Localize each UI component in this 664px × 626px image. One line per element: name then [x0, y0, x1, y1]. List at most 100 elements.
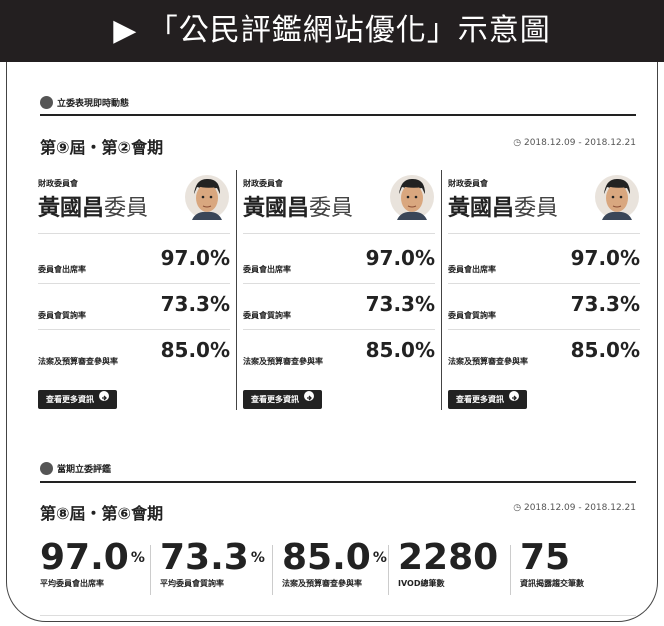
- metric-label: 委員會出席率: [448, 264, 496, 275]
- header-title: ▶ 「公民評鑑網站優化」示意圖: [0, 0, 664, 62]
- member-name: 黃國昌委員: [243, 190, 353, 222]
- metric-value: 85.0%: [366, 338, 435, 362]
- member-name-text: 黃國昌: [243, 196, 309, 221]
- card-divider: [441, 170, 442, 410]
- member-suffix: 委員: [309, 196, 353, 221]
- member-name-text: 黃國昌: [38, 196, 104, 221]
- session: 第⑨屆・第②會期: [40, 134, 163, 158]
- metric-label: 法案及預算審查參與率: [448, 356, 528, 367]
- stat: 85.0% 法案及預算審查參與率: [282, 540, 387, 589]
- stat-unit: %: [251, 550, 265, 566]
- stat-divider: [150, 545, 151, 595]
- avatar-wrap: [594, 174, 640, 224]
- date: ◷ 2018.12.09 - 2018.12.21: [513, 503, 636, 513]
- stat-value: 85.0%: [282, 540, 387, 576]
- stat-value: 75: [520, 540, 584, 576]
- metric-value: 85.0%: [571, 338, 640, 362]
- metric-value: 73.3%: [161, 292, 230, 316]
- stat-number: 85.0: [282, 537, 371, 578]
- arrow: [304, 393, 314, 403]
- separator: [38, 283, 230, 284]
- avatar: [184, 174, 230, 220]
- separator: [448, 233, 640, 234]
- stat-value: 73.3%: [160, 540, 265, 576]
- section-title-text: 立委表現即時動態: [57, 96, 129, 109]
- stat: 2280 IVOD總筆數: [398, 540, 498, 589]
- metric-label: 法案及預算審查參與率: [243, 356, 323, 367]
- metric-label: 委員會出席率: [243, 264, 291, 275]
- metric-value: 73.3%: [571, 292, 640, 316]
- page: ▶ 「公民評鑑網站優化」示意圖 立委表現即時動態 第⑨屆・第②會期 ◷ 2018…: [0, 0, 664, 626]
- stat-unit: %: [373, 550, 387, 566]
- stat-label: 平均委員會出席率: [40, 578, 145, 589]
- separator: [243, 329, 435, 330]
- card: 財政委員會黃國昌委員97.0%委員會出席率73.3%委員會質詢率85.0%法案及…: [38, 170, 230, 410]
- metric-value: 85.0%: [161, 338, 230, 362]
- metric-label: 委員會質詢率: [448, 310, 496, 321]
- committee: 財政委員會: [448, 178, 488, 189]
- committee: 財政委員會: [243, 178, 283, 189]
- member-name-text: 黃國昌: [448, 196, 514, 221]
- more-button-text: 查看更多資訊: [251, 395, 299, 404]
- stat-divider: [388, 545, 389, 595]
- section-rule: [40, 481, 636, 483]
- separator: [38, 233, 230, 234]
- metric-label: 委員會出席率: [38, 264, 86, 275]
- date-text: 2018.12.09 - 2018.12.21: [524, 138, 636, 148]
- session: 第⑧屆・第⑥會期: [40, 500, 163, 524]
- arrow: [509, 393, 519, 403]
- more-button[interactable]: 查看更多資訊: [38, 390, 117, 409]
- metric-label: 委員會質詢率: [38, 310, 86, 321]
- stat-value: 97.0%: [40, 540, 145, 576]
- section-rule: [40, 114, 636, 116]
- stat-divider: [510, 545, 511, 595]
- section-title-text: 當期立委評鑑: [57, 462, 111, 475]
- separator: [243, 283, 435, 284]
- more-button-text: 查看更多資訊: [46, 395, 94, 404]
- arrow-icon: [304, 391, 314, 401]
- member-name: 黃國昌委員: [38, 190, 148, 222]
- date-text: 2018.12.09 - 2018.12.21: [524, 503, 636, 513]
- separator: [448, 329, 640, 330]
- card-divider: [236, 170, 237, 410]
- stat: 73.3% 平均委員會質詢率: [160, 540, 265, 589]
- stat-divider: [272, 545, 273, 595]
- separator: [38, 329, 230, 330]
- stat-number: 2280: [398, 537, 498, 578]
- avatar-wrap: [184, 174, 230, 224]
- more-button[interactable]: 查看更多資訊: [243, 390, 322, 409]
- stat-number: 75: [520, 537, 570, 578]
- stat-number: 97.0: [40, 537, 129, 578]
- stat-unit: %: [131, 550, 145, 566]
- metric-value: 97.0%: [366, 246, 435, 270]
- separator: [448, 283, 640, 284]
- member-suffix: 委員: [514, 196, 558, 221]
- avatar-wrap: [389, 174, 435, 224]
- stat-value: 2280: [398, 540, 498, 576]
- arrow: [99, 393, 109, 403]
- more-button[interactable]: 查看更多資訊: [448, 390, 527, 409]
- bottom-rule: [40, 615, 636, 616]
- metric-value: 97.0%: [571, 246, 640, 270]
- separator: [243, 233, 435, 234]
- stat-label: IVOD總筆數: [398, 578, 498, 589]
- metric-value: 97.0%: [161, 246, 230, 270]
- metric-value: 73.3%: [366, 292, 435, 316]
- avatar: [389, 174, 435, 220]
- stat-label: 法案及預算審查參與率: [282, 578, 387, 589]
- stat-label: 平均委員會質詢率: [160, 578, 265, 589]
- date: ◷ 2018.12.09 - 2018.12.21: [513, 138, 636, 148]
- stat: 97.0% 平均委員會出席率: [40, 540, 145, 589]
- section-title: 當期立委評鑑: [40, 462, 111, 475]
- member-name: 黃國昌委員: [448, 190, 558, 222]
- avatar: [594, 174, 640, 220]
- metric-label: 法案及預算審查參與率: [38, 356, 118, 367]
- metric-label: 委員會質詢率: [243, 310, 291, 321]
- member-suffix: 委員: [104, 196, 148, 221]
- stat-number: 73.3: [160, 537, 249, 578]
- section-title: 立委表現即時動態: [40, 96, 129, 109]
- more-button-text: 查看更多資訊: [456, 395, 504, 404]
